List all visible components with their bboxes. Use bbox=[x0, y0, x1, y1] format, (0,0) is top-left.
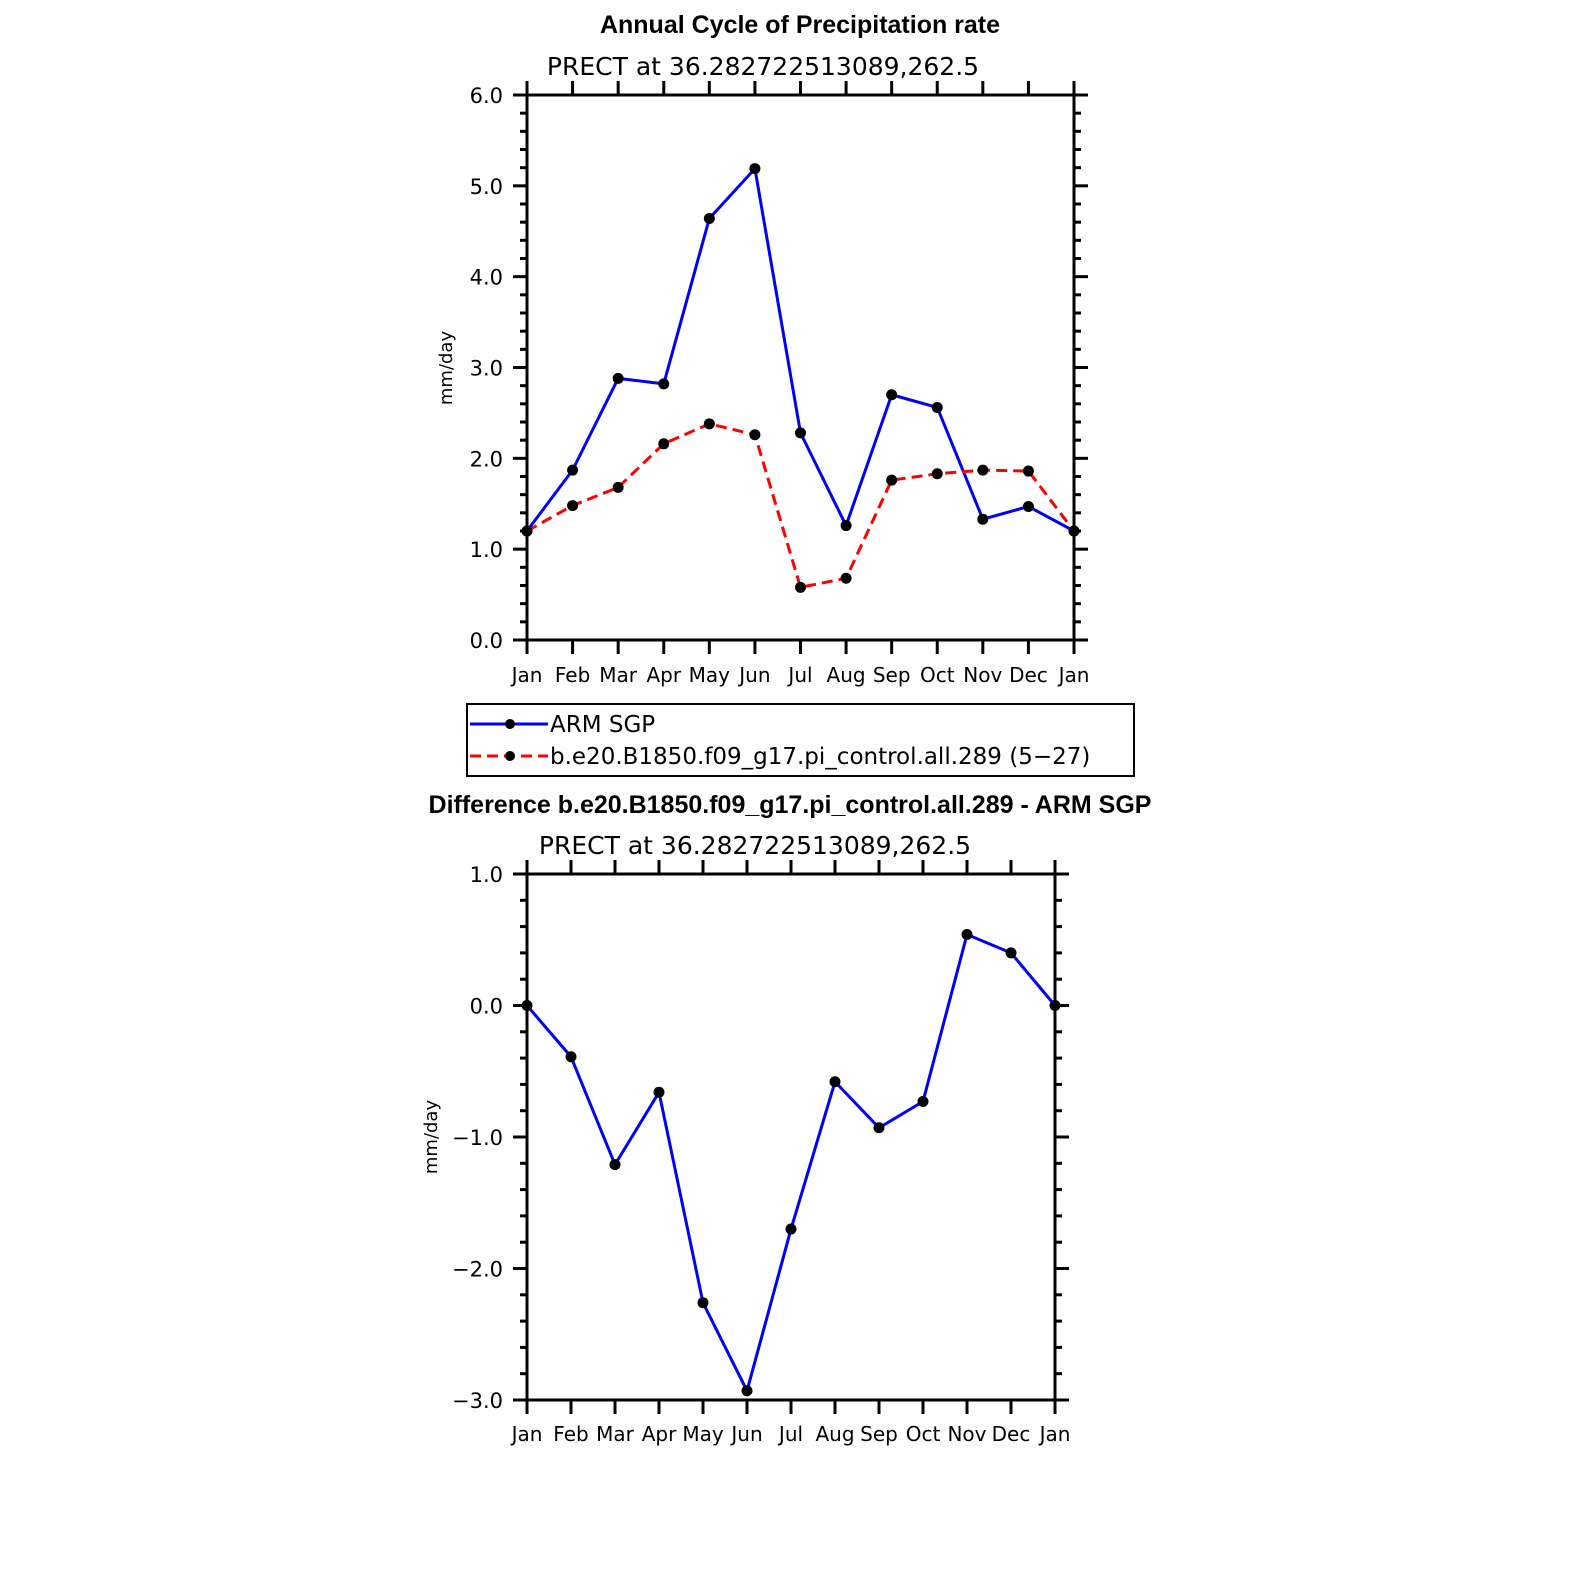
data-point-0-3 bbox=[658, 378, 670, 390]
x-tick-label: Mar bbox=[596, 1422, 635, 1446]
x-tick-label: Oct bbox=[906, 1422, 941, 1446]
chart-title: Annual Cycle of Precipitation rate bbox=[600, 11, 1000, 39]
chart-subtitle: PRECT at 36.282722513089,262.5 bbox=[547, 52, 979, 81]
data-point-1-7 bbox=[840, 572, 852, 584]
data-point-0-5 bbox=[741, 1385, 753, 1397]
x-tick-label: Jan bbox=[510, 663, 543, 687]
data-point-1-10 bbox=[977, 464, 989, 476]
data-point-0-9 bbox=[931, 401, 943, 413]
x-tick-label: Dec bbox=[1009, 663, 1048, 687]
y-tick-label: 0.0 bbox=[470, 629, 503, 653]
x-tick-label: Dec bbox=[992, 1422, 1031, 1446]
y-tick-label: 6.0 bbox=[470, 84, 503, 108]
legend-marker-model bbox=[505, 751, 515, 761]
y-tick-labels: 0.0 1.0 2.0 3.0 4.0 5.0 6.0 bbox=[470, 84, 503, 653]
x-tick-label: May bbox=[682, 1422, 724, 1446]
data-point-0-2 bbox=[609, 1159, 621, 1171]
data-point-1-2 bbox=[612, 481, 624, 493]
chart-subtitle: PRECT at 36.282722513089,262.5 bbox=[539, 831, 971, 860]
y-tick-labels: −3.0 −2.0 −1.0 0.0 1.0 bbox=[452, 863, 503, 1413]
x-tick-label: Jan bbox=[1057, 663, 1090, 687]
series-line-0 bbox=[525, 167, 1075, 533]
x-tick-label: Apr bbox=[646, 663, 681, 687]
y-tick-label: 1.0 bbox=[470, 538, 503, 562]
data-point-0-10 bbox=[977, 513, 989, 525]
series-group bbox=[521, 163, 1080, 593]
legend-marker-arm-sgp bbox=[505, 719, 515, 729]
data-point-1-5 bbox=[749, 429, 761, 441]
tick-marks bbox=[513, 81, 1088, 654]
data-point-0-8 bbox=[873, 1122, 885, 1134]
legend-box bbox=[466, 703, 1135, 777]
data-point-1-4 bbox=[703, 418, 715, 430]
data-point-0-8 bbox=[886, 389, 898, 401]
y-tick-label: −3.0 bbox=[452, 1389, 503, 1413]
series-group bbox=[521, 928, 1061, 1397]
precip-difference-chart: Difference b.e20.B1850.f09_g17.pi_contro… bbox=[421, 791, 1151, 1446]
y-tick-label: −2.0 bbox=[452, 1258, 503, 1282]
x-tick-labels: Jan Feb Mar Apr May Jun Jul Aug Sep Oct Nov Dec Jan bbox=[510, 1422, 1071, 1446]
data-point-0-5 bbox=[749, 163, 761, 175]
y-tick-label: 5.0 bbox=[470, 175, 503, 199]
data-point-0-10 bbox=[961, 928, 973, 940]
y-tick-label: 1.0 bbox=[470, 863, 503, 887]
data-point-0-4 bbox=[703, 213, 715, 225]
x-tick-label: Aug bbox=[827, 663, 866, 687]
y-tick-label: −1.0 bbox=[452, 1126, 503, 1150]
data-point-0-7 bbox=[829, 1076, 841, 1088]
legend-label-arm-sgp: ARM SGP bbox=[550, 712, 655, 738]
data-point-1-3 bbox=[658, 438, 670, 450]
x-tick-label: Aug bbox=[815, 1422, 854, 1446]
y-axis-label: mm/day bbox=[421, 1100, 442, 1175]
data-point-1-6 bbox=[795, 581, 806, 593]
x-tick-label: May bbox=[689, 663, 731, 687]
x-tick-label: Mar bbox=[599, 663, 638, 687]
data-point-0-3 bbox=[653, 1086, 665, 1098]
data-point-0-2 bbox=[612, 372, 624, 384]
data-point-1-9 bbox=[931, 468, 943, 480]
data-point-0-9 bbox=[917, 1095, 929, 1107]
data-point-0-7 bbox=[840, 520, 852, 532]
y-tick-label: 2.0 bbox=[470, 447, 503, 471]
data-point-0-1 bbox=[567, 464, 579, 476]
data-point-0-11 bbox=[1022, 500, 1034, 512]
precip-annual-cycle-chart: Annual Cycle of Precipitation rate PRECT… bbox=[436, 11, 1089, 687]
plot-frame bbox=[525, 872, 1057, 1402]
y-tick-label: 4.0 bbox=[470, 266, 503, 290]
x-tick-label: Jul bbox=[777, 1422, 803, 1446]
data-point-0-6 bbox=[785, 1223, 797, 1235]
series-line-0 bbox=[525, 932, 1057, 1393]
plot-frame bbox=[525, 93, 1076, 642]
x-tick-label: Jan bbox=[1038, 1422, 1071, 1446]
data-point-0-4 bbox=[697, 1297, 709, 1309]
data-point-1-1 bbox=[567, 500, 579, 512]
x-tick-label: Jun bbox=[729, 1422, 762, 1446]
x-tick-label: Jun bbox=[737, 663, 770, 687]
x-tick-labels: Jan Feb Mar Apr May Jun Jul Aug Sep Oct Nov Dec Jan bbox=[510, 663, 1090, 687]
y-tick-label: 3.0 bbox=[470, 357, 503, 381]
x-tick-label: Apr bbox=[642, 1422, 677, 1446]
legend: ARM SGP b.e20.B1850.f09_g17.pi_control.a… bbox=[466, 703, 1135, 777]
x-tick-label: Jul bbox=[786, 663, 812, 687]
y-tick-label: 0.0 bbox=[470, 995, 503, 1019]
x-tick-label: Feb bbox=[553, 1422, 588, 1446]
x-tick-label: Sep bbox=[873, 663, 911, 687]
y-axis-label: mm/day bbox=[436, 331, 457, 406]
x-tick-label: Sep bbox=[860, 1422, 898, 1446]
x-tick-label: Nov bbox=[963, 663, 1002, 687]
x-tick-label: Feb bbox=[555, 663, 590, 687]
data-point-0-6 bbox=[795, 427, 806, 439]
data-point-1-11 bbox=[1022, 465, 1034, 477]
chart-title: Difference b.e20.B1850.f09_g17.pi_contro… bbox=[429, 791, 1152, 819]
data-point-0-11 bbox=[1005, 947, 1017, 959]
series-line-1 bbox=[526, 422, 1076, 589]
x-tick-label: Nov bbox=[947, 1422, 986, 1446]
data-point-0-1 bbox=[565, 1051, 577, 1063]
data-point-1-8 bbox=[886, 474, 898, 486]
x-tick-label: Jan bbox=[510, 1422, 543, 1446]
x-tick-label: Oct bbox=[920, 663, 955, 687]
legend-label-model: b.e20.B1850.f09_g17.pi_control.all.289 (… bbox=[550, 744, 1090, 770]
